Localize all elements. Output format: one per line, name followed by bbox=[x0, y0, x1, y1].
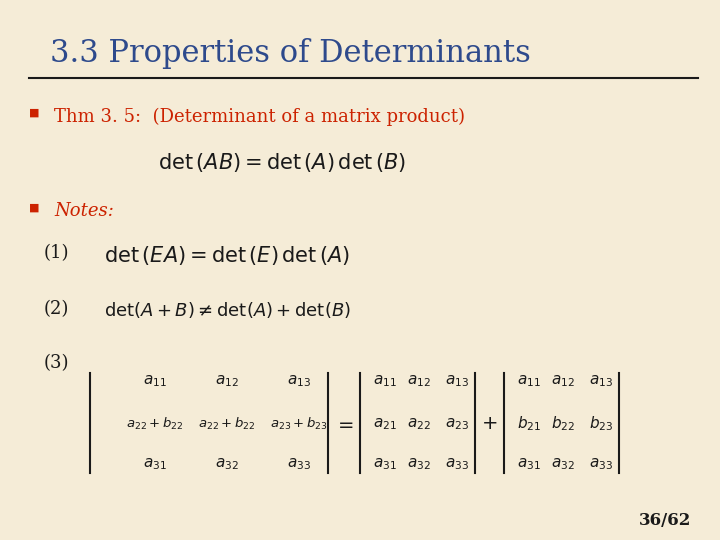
Text: $b_{23}$: $b_{23}$ bbox=[589, 415, 613, 433]
Text: $a_{22}$: $a_{22}$ bbox=[407, 416, 431, 432]
Text: ■: ■ bbox=[29, 202, 40, 213]
Text: (3): (3) bbox=[43, 354, 68, 372]
Text: $a_{13}$: $a_{13}$ bbox=[287, 373, 311, 389]
Text: $\mathrm{det}\,(\mathit{AB}) = \mathrm{det}\,(\mathit{A})\,\mathrm{det}\,(\mathi: $\mathrm{det}\,(\mathit{AB}) = \mathrm{d… bbox=[158, 151, 407, 174]
Text: $a_{12}$: $a_{12}$ bbox=[215, 373, 239, 389]
Text: $a_{12}$: $a_{12}$ bbox=[407, 373, 431, 389]
Text: 36/62: 36/62 bbox=[639, 512, 691, 529]
Text: $a_{23}+b_{23}$: $a_{23}+b_{23}$ bbox=[270, 416, 328, 432]
Text: $a_{33}$: $a_{33}$ bbox=[445, 456, 469, 472]
Text: (1): (1) bbox=[43, 244, 68, 262]
Text: Thm 3. 5:  (Determinant of a matrix product): Thm 3. 5: (Determinant of a matrix produ… bbox=[54, 108, 465, 126]
Text: $\mathrm{det}\,(\mathit{EA}) = \mathrm{det}\,(\mathit{E})\,\mathrm{det}\,(\mathi: $\mathrm{det}\,(\mathit{EA}) = \mathrm{d… bbox=[104, 244, 351, 267]
Text: $a_{12}$: $a_{12}$ bbox=[551, 373, 575, 389]
Text: $=$: $=$ bbox=[334, 415, 354, 433]
Text: $a_{23}$: $a_{23}$ bbox=[445, 416, 469, 432]
Text: $a_{11}$: $a_{11}$ bbox=[517, 373, 541, 389]
Text: (2): (2) bbox=[43, 300, 68, 318]
Text: $a_{31}$: $a_{31}$ bbox=[373, 456, 397, 472]
Text: $+$: $+$ bbox=[482, 415, 498, 433]
Text: $b_{22}$: $b_{22}$ bbox=[551, 415, 575, 433]
Text: $a_{13}$: $a_{13}$ bbox=[589, 373, 613, 389]
Text: $a_{11}$: $a_{11}$ bbox=[373, 373, 397, 389]
Text: $a_{21}$: $a_{21}$ bbox=[373, 416, 397, 432]
Text: $a_{32}$: $a_{32}$ bbox=[215, 456, 239, 472]
Text: $\mathrm{det}(\mathit{A}+\mathit{B}) \neq \mathrm{det}(\mathit{A})+\mathrm{det}(: $\mathrm{det}(\mathit{A}+\mathit{B}) \ne… bbox=[104, 300, 351, 320]
Text: $a_{31}$: $a_{31}$ bbox=[143, 456, 167, 472]
Text: $a_{13}$: $a_{13}$ bbox=[445, 373, 469, 389]
Text: $a_{22}+b_{22}$: $a_{22}+b_{22}$ bbox=[126, 416, 184, 432]
Text: $a_{33}$: $a_{33}$ bbox=[287, 456, 311, 472]
Text: $a_{31}$: $a_{31}$ bbox=[517, 456, 541, 472]
Text: $a_{11}$: $a_{11}$ bbox=[143, 373, 167, 389]
Text: $a_{22}+b_{22}$: $a_{22}+b_{22}$ bbox=[198, 416, 256, 432]
Text: $a_{32}$: $a_{32}$ bbox=[551, 456, 575, 472]
Text: 3.3 Properties of Determinants: 3.3 Properties of Determinants bbox=[50, 38, 531, 69]
Text: $b_{21}$: $b_{21}$ bbox=[517, 415, 541, 433]
Text: Notes:: Notes: bbox=[54, 202, 114, 220]
Text: $a_{32}$: $a_{32}$ bbox=[407, 456, 431, 472]
Text: ■: ■ bbox=[29, 108, 40, 118]
Text: $a_{33}$: $a_{33}$ bbox=[589, 456, 613, 472]
